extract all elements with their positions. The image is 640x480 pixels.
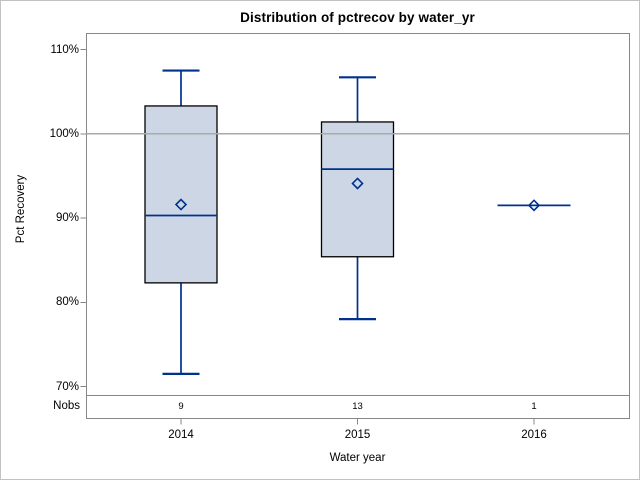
box-2014 (144, 105, 218, 284)
nobs-value-2016: 1 (531, 401, 537, 412)
y-tick-label-110: 110% (50, 43, 79, 56)
nobs-value-2014: 9 (178, 401, 184, 412)
x-tick-label-2015: 2015 (344, 429, 371, 441)
mean-diamond-2014 (174, 198, 188, 211)
nobs-row-label: Nobs (53, 400, 80, 412)
y-tick-label-100: 100% (49, 127, 79, 140)
mean-diamond-2016 (527, 199, 541, 212)
y-tick-label-90: 90% (55, 212, 79, 224)
x-tick-label-2016: 2016 (521, 429, 547, 441)
x-axis-title: Water year (329, 452, 386, 464)
chart-title: Distribution of pctrecov by water_yr (240, 10, 475, 25)
mean-diamond-2015 (351, 177, 364, 190)
y-tick-label-70: 70% (55, 380, 79, 393)
x-tick-label-2014: 2014 (168, 429, 194, 441)
y-tick-label-80: 80% (55, 296, 79, 309)
nobs-value-2015: 13 (352, 401, 363, 412)
